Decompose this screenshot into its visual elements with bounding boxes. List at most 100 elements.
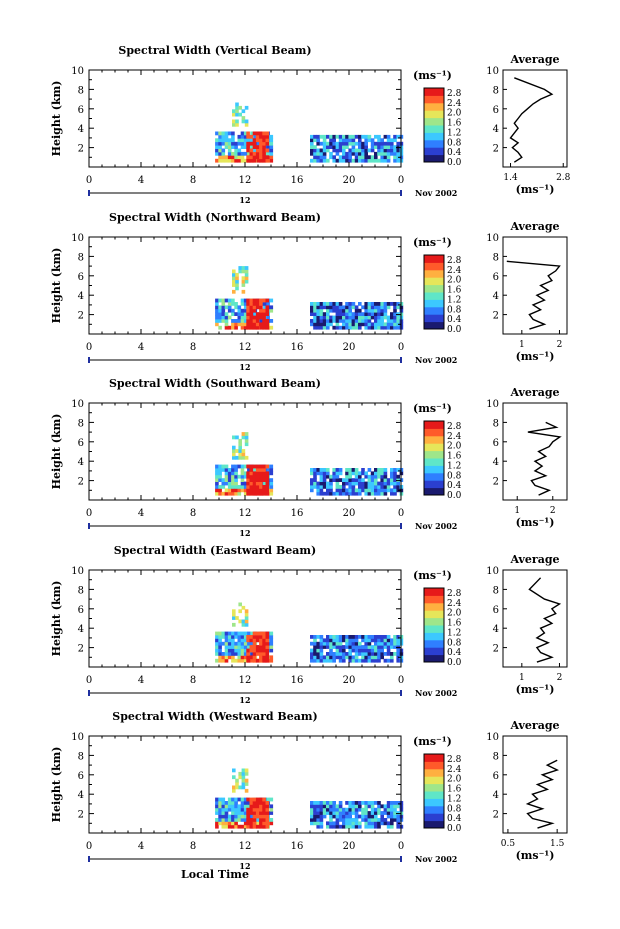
heatmap-cell — [335, 474, 340, 479]
heatmap-cell — [364, 145, 368, 149]
x-tick-label: 0 — [86, 675, 92, 686]
heatmap-cell — [237, 151, 242, 156]
heatmap-cell — [238, 438, 242, 443]
heatmap-cell — [227, 131, 232, 136]
heatmap-cell — [329, 821, 333, 826]
heatmap-cell — [396, 641, 400, 646]
heatmap-cell — [231, 464, 235, 469]
colorbar-swatch — [424, 139, 444, 148]
heatmap-cell — [364, 481, 368, 486]
heatmap-cell — [326, 308, 330, 313]
heatmap-cell — [342, 148, 346, 153]
heatmap-cell — [237, 158, 242, 163]
heatmap-cell — [234, 635, 238, 639]
heatmap-cell — [367, 158, 372, 163]
heatmap-cell — [227, 155, 232, 160]
heatmap-cell — [319, 648, 324, 653]
average-y-tick-label: 8 — [493, 585, 499, 596]
heatmap-cell — [393, 138, 397, 143]
heatmap-cell — [329, 134, 333, 139]
heatmap-cell — [265, 631, 270, 636]
heatmap-cell — [377, 645, 381, 649]
heatmap-cell — [342, 305, 346, 310]
heatmap-cell — [316, 319, 320, 323]
heatmap-cell — [390, 491, 394, 496]
heatmap-cell — [374, 158, 378, 163]
colorbar-swatch — [424, 472, 444, 481]
heatmap-cell — [393, 635, 397, 639]
heatmap-cell — [383, 302, 388, 306]
heatmap-cell — [255, 652, 260, 656]
heatmap-cell — [367, 302, 372, 306]
heatmap-cell — [322, 315, 327, 320]
heatmap-cell — [335, 804, 340, 809]
heatmap-cell — [377, 474, 381, 479]
heatmap-cell — [244, 279, 249, 284]
heatmap-cell — [316, 824, 320, 829]
heatmap-cell — [244, 782, 249, 786]
heatmap-cell — [316, 658, 320, 663]
heatmap-cell — [383, 807, 388, 812]
heatmap-cell — [322, 478, 327, 482]
heatmap-cell — [386, 325, 391, 330]
heatmap-cell — [224, 807, 229, 812]
heatmap-cell — [316, 151, 320, 156]
heatmap-cell — [374, 488, 378, 493]
heatmap-cell — [326, 635, 330, 639]
heatmap-cell — [224, 155, 229, 160]
colorbar-swatch — [424, 639, 444, 648]
colorbar-swatch — [424, 768, 444, 777]
heatmap-cell — [310, 485, 314, 489]
heatmap-cell — [244, 622, 249, 627]
heatmap-cell — [215, 652, 219, 656]
heatmap-cell — [374, 658, 378, 663]
heatmap-cell — [386, 811, 391, 815]
heatmap-cell — [345, 305, 349, 310]
heatmap-cell — [234, 151, 238, 156]
heatmap-cell — [252, 491, 257, 496]
heatmap-cell — [386, 155, 391, 160]
heatmap-cell — [386, 315, 391, 320]
heatmap-cell — [256, 158, 261, 163]
heatmap-cell — [241, 775, 246, 780]
heatmap-cell — [326, 811, 330, 815]
heatmap-cell — [231, 325, 235, 330]
heatmap-cell — [310, 818, 314, 822]
heatmap-cell — [227, 478, 232, 482]
heatmap-cell — [370, 485, 375, 489]
heatmap-cell — [329, 474, 333, 479]
heatmap-cell — [218, 641, 222, 646]
heatmap-cell — [259, 641, 263, 646]
heatmap-cell — [265, 824, 270, 829]
heatmap-cell — [370, 312, 375, 316]
heatmap-cell — [218, 818, 222, 822]
heatmap-cell — [234, 645, 238, 649]
heatmap-cell — [235, 782, 239, 786]
heatmap-cell — [370, 471, 375, 476]
heatmap-cell — [237, 474, 242, 479]
heatmap-cell — [338, 155, 343, 160]
heatmap-cell — [358, 134, 362, 139]
heatmap-cell — [342, 658, 346, 663]
heatmap-cell — [377, 491, 381, 496]
heatmap-cell — [243, 305, 248, 310]
heatmap-cell — [269, 308, 274, 313]
colorbar-tick-label: 1.2 — [447, 794, 461, 804]
average-profile-line — [527, 421, 562, 496]
heatmap-cell — [235, 112, 239, 117]
heatmap-cell — [310, 302, 314, 306]
heatmap-cell — [358, 488, 362, 493]
heatmap-cell — [237, 814, 242, 819]
colorbar-swatch — [424, 602, 444, 611]
heatmap-cell — [243, 635, 248, 639]
heatmap-cell — [244, 778, 249, 783]
heatmap-cell — [364, 312, 368, 316]
heatmap-cell — [231, 824, 235, 829]
heatmap-cell — [249, 325, 254, 330]
heatmap-cell — [231, 319, 235, 323]
panel-1: Spectral Width (Vertical Beam)0 4 8 12 16 20 0… — [50, 44, 571, 205]
heatmap-cell — [342, 824, 346, 829]
heatmap-cell — [259, 145, 263, 149]
y-tick-label: 6 — [78, 438, 84, 449]
heatmap-cell — [326, 468, 330, 472]
